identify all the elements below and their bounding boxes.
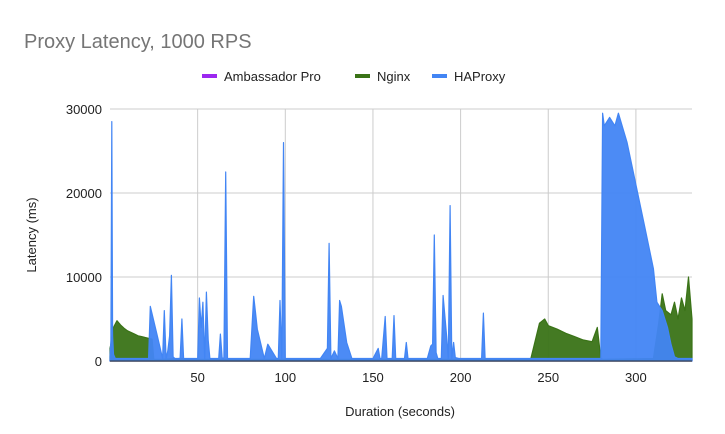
y-tick-label: 10000 [66, 270, 102, 285]
x-tick-label: 50 [190, 370, 204, 385]
series-nginx [109, 276, 693, 362]
x-tick-label: 250 [537, 370, 559, 385]
y-tick-label: 30000 [66, 102, 102, 117]
y-tick-labels: 0 10000 20000 30000 [66, 102, 102, 369]
x-tick-label: 100 [274, 370, 296, 385]
x-tick-label: 300 [625, 370, 647, 385]
chart-title: Proxy Latency, 1000 RPS [24, 31, 252, 53]
legend-label-nginx: Nginx [377, 69, 411, 84]
x-tick-label: 200 [450, 370, 472, 385]
x-axis-label: Duration (seconds) [345, 404, 455, 419]
legend-swatch-haproxy [432, 74, 447, 78]
x-tick-labels: 50 100 150 200 250 300 [190, 370, 646, 385]
legend-label-ambassador-pro: Ambassador Pro [224, 69, 321, 84]
legend: Ambassador Pro Nginx HAProxy [202, 69, 506, 84]
legend-swatch-ambassador-pro [202, 74, 217, 78]
y-axis-label: Latency (ms) [24, 197, 39, 272]
series-haproxy [109, 112, 693, 362]
x-tick-label: 150 [362, 370, 384, 385]
legend-swatch-nginx [355, 74, 370, 78]
legend-label-haproxy: HAProxy [454, 69, 506, 84]
y-tick-label: 0 [95, 354, 102, 369]
y-tick-label: 20000 [66, 186, 102, 201]
